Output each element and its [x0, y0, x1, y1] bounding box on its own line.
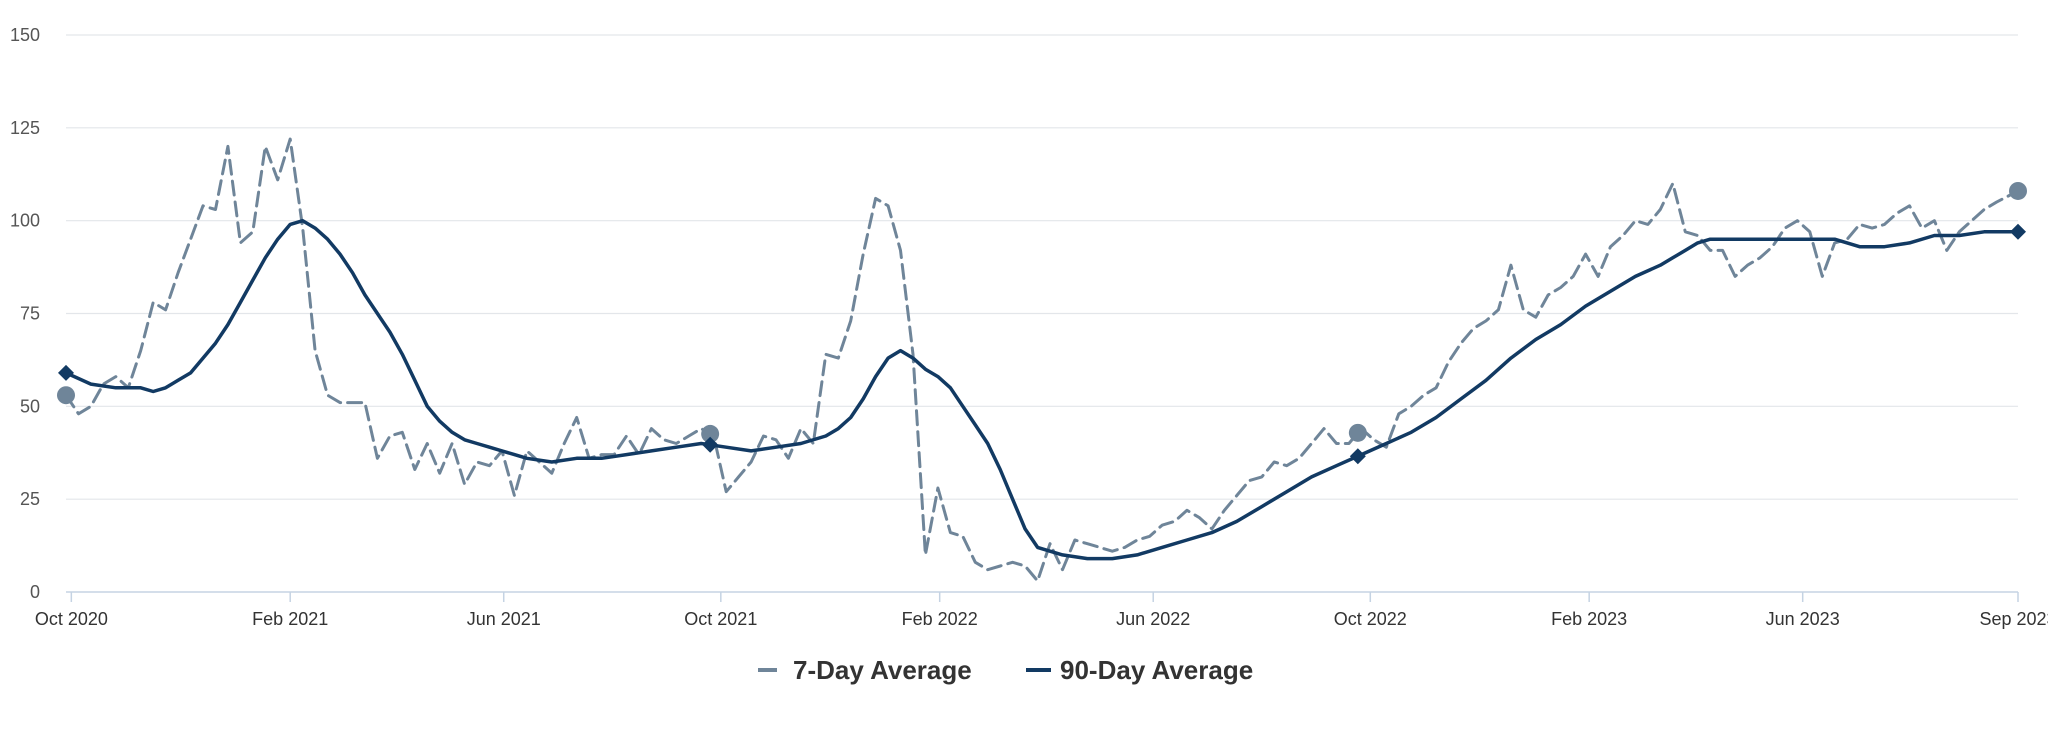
x-tick-label: Jun 2022	[1116, 609, 1190, 629]
x-tick-label: Feb 2021	[252, 609, 328, 629]
x-tick-label: Oct 2022	[1334, 609, 1407, 629]
marker-7-day-average[interactable]	[1348, 423, 1367, 442]
y-tick-label-75: 75	[20, 304, 40, 324]
grid-lines	[66, 34, 2018, 500]
marker-7-day-average[interactable]	[57, 386, 75, 405]
y-tick-label-150: 150	[10, 25, 40, 45]
x-tick-label: Jun 2021	[467, 609, 541, 629]
y-tick-label-50: 50	[20, 396, 40, 416]
marker-90-day-average[interactable]	[702, 436, 719, 453]
x-axis: Oct 2020 Feb 2021 Jun 2021 Oct 2021 Feb 2022…	[35, 591, 2048, 629]
y-axis-ticks: 0 25 50 75 100 125 150	[10, 25, 40, 602]
y-tick-label-25: 25	[20, 489, 40, 509]
marker-90-day-average[interactable]	[2010, 223, 2026, 240]
marker-7-day-average[interactable]	[2009, 181, 2027, 200]
x-tick-label: Feb 2022	[902, 609, 978, 629]
series-line-7-day-average	[64, 137, 2020, 583]
x-tick-label: Sep 2023	[1979, 609, 2048, 629]
series-line-90-day-average	[64, 218, 2020, 561]
x-tick-label: Oct 2020	[35, 609, 108, 629]
y-tick-label-0: 0	[30, 582, 40, 602]
legend-label-90-day-average: 90-Day Average	[1060, 655, 1253, 685]
x-tick-label: Feb 2023	[1551, 609, 1627, 629]
legend-item-7-day-average[interactable]: 7-Day Average	[758, 655, 972, 685]
legend[interactable]: 7-Day Average 90-Day Average	[758, 655, 1253, 685]
marker-7-day-average[interactable]	[701, 424, 720, 443]
legend-item-90-day-average[interactable]: 90-Day Average	[1026, 655, 1253, 685]
x-tick-label: Oct 2021	[684, 609, 757, 629]
y-tick-label-100: 100	[10, 211, 40, 231]
marker-90-day-average[interactable]	[58, 364, 74, 381]
marker-90-day-average[interactable]	[1349, 448, 1366, 465]
series-layer	[64, 137, 2020, 583]
legend-label-7-day-average: 7-Day Average	[793, 655, 972, 685]
x-tick-label: Jun 2023	[1766, 609, 1840, 629]
y-tick-label-125: 125	[10, 118, 40, 138]
series-markers	[57, 181, 2027, 465]
